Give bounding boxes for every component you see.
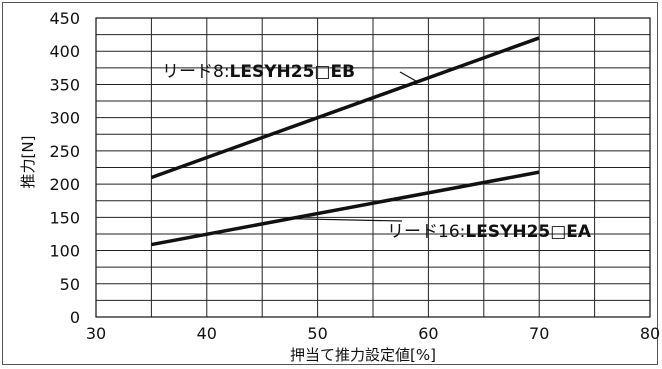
x-tick-label: 30 [86,324,106,343]
y-tick-label: 450 [49,9,80,28]
x-tick-label: 60 [418,324,438,343]
y-axis-label: 推力[N] [19,136,37,189]
y-tick-label: 50 [60,275,80,294]
x-tick-labels: 30 40 50 60 70 80 [86,324,660,343]
chart-frame [2,2,658,365]
x-tick-label: 40 [197,324,217,343]
series-label-lead16: リード16:LESYH25□EA [387,222,592,242]
x-tick-label: 70 [529,324,549,343]
y-tick-label: 400 [49,42,80,61]
series-label-lead8-prefix: リード8: [162,62,230,82]
label-leader-lines [289,71,418,222]
y-tick-label: 150 [49,208,80,227]
y-tick-label: 200 [49,175,80,194]
y-tick-label: 300 [49,109,80,128]
y-tick-label: 350 [49,75,80,94]
series-label-lead16-model: LESYH25□EA [465,222,592,242]
series-line-lead16 [151,170,540,247]
series-lines [150,36,540,247]
x-tick-label: 50 [307,324,327,343]
leader-line-lead8 [399,71,418,83]
series-label-lead8-model: LESYH25□EB [230,62,356,82]
leader-line-lead16 [289,218,403,222]
y-tick-label: 250 [49,142,80,161]
series-label-lead8: リード8:LESYH25□EB [162,62,355,82]
y-tick-label: 100 [49,242,80,261]
x-axis-label: 押当て推力設定値[%] [290,346,436,364]
y-tick-label: 0 [70,308,80,327]
x-tick-label: 80 [640,324,660,343]
series-line-lead8 [150,36,540,180]
y-tick-labels: 0 50 100 150 200 250 300 350 400 450 [49,9,80,327]
series-label-lead16-prefix: リード16: [387,222,465,242]
plot-border [95,17,651,318]
